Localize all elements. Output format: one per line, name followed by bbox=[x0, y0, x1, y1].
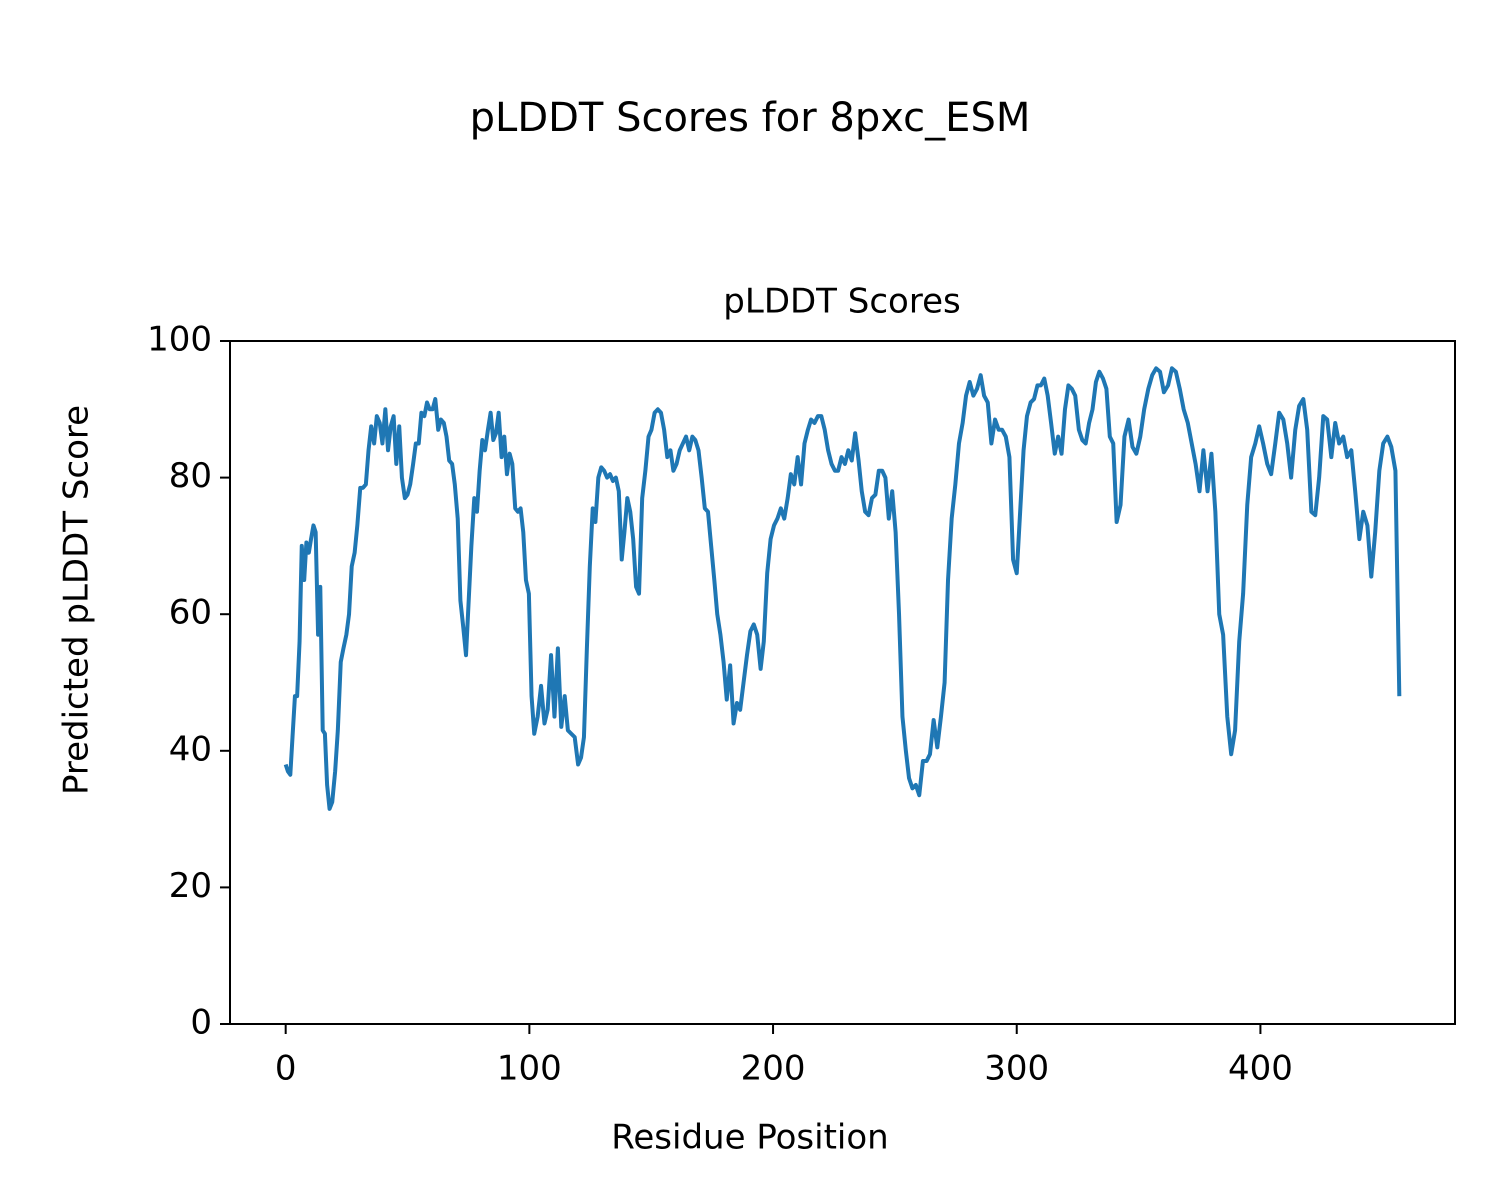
data-line bbox=[283, 366, 1402, 811]
y-tick-label: 40 bbox=[169, 729, 212, 769]
axes-title: pLDDT Scores bbox=[723, 282, 960, 322]
x-tick-label: 200 bbox=[741, 1049, 806, 1089]
axes-frame bbox=[229, 340, 1456, 1025]
x-tick-label: 300 bbox=[984, 1049, 1049, 1089]
x-tick-label: 100 bbox=[497, 1049, 562, 1089]
y-tick-label: 80 bbox=[169, 456, 212, 496]
y-tick-label: 0 bbox=[190, 1003, 212, 1043]
x-tick-label: 0 bbox=[275, 1049, 297, 1089]
y-tick-label: 100 bbox=[147, 320, 212, 360]
y-axis-label: Predicted pLDDT Score bbox=[57, 405, 97, 795]
y-tick-label: 20 bbox=[169, 866, 212, 906]
suptitle: pLDDT Scores for 8pxc_ESM bbox=[470, 95, 1031, 141]
x-axis-label: Residue Position bbox=[611, 1118, 888, 1158]
x-tick-label: 400 bbox=[1228, 1049, 1293, 1089]
y-tick-label: 60 bbox=[169, 593, 212, 633]
